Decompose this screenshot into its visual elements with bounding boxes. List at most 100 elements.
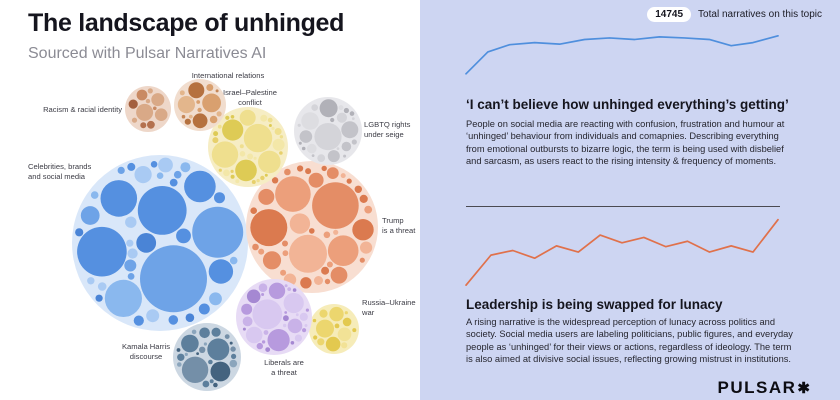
pulsar-logo: PULSAR ✱ bbox=[718, 378, 810, 398]
bubble bbox=[326, 167, 339, 179]
bubble bbox=[87, 277, 95, 285]
bubble bbox=[150, 161, 158, 168]
bubble bbox=[231, 353, 237, 359]
bubble bbox=[136, 233, 157, 253]
bubble bbox=[346, 178, 352, 184]
bubble bbox=[283, 323, 287, 328]
bubble bbox=[341, 342, 348, 349]
bubble bbox=[317, 154, 326, 162]
trend-chart-2 bbox=[466, 212, 778, 289]
bubble bbox=[263, 330, 269, 335]
bubble bbox=[298, 141, 302, 145]
bubble bbox=[239, 151, 246, 157]
bubble bbox=[158, 157, 173, 173]
bubble bbox=[343, 107, 349, 114]
bubble-cluster-russia-ukraine-war[interactable] bbox=[309, 304, 359, 354]
bubble bbox=[235, 179, 240, 184]
narrative-heading-2: Leadership is being swapped for lunacy bbox=[466, 297, 723, 312]
bubble bbox=[146, 309, 160, 323]
bubble bbox=[264, 173, 268, 177]
bubble bbox=[184, 352, 188, 356]
bubble bbox=[287, 318, 303, 334]
bubble bbox=[333, 229, 339, 235]
bubble bbox=[177, 353, 185, 361]
bubble bbox=[359, 257, 365, 263]
trend-line bbox=[466, 36, 778, 74]
bubble bbox=[284, 311, 288, 314]
bubble bbox=[251, 180, 256, 184]
bubble bbox=[188, 114, 193, 119]
bubble-cluster-kamala-harris-discourse[interactable] bbox=[173, 323, 241, 391]
bubble bbox=[275, 176, 311, 212]
bubble bbox=[230, 169, 234, 173]
bubble bbox=[218, 168, 222, 172]
bubble bbox=[261, 293, 265, 296]
bubble bbox=[181, 114, 186, 119]
bubble bbox=[127, 248, 138, 259]
bubble bbox=[313, 335, 318, 340]
bubble bbox=[177, 362, 182, 367]
bubble bbox=[242, 316, 253, 327]
narrative-body-2: A rising narrative is the widespread per… bbox=[466, 317, 793, 365]
bubble-cluster-lgbtq-rights-under-seige[interactable] bbox=[294, 97, 362, 165]
bubble bbox=[280, 269, 287, 276]
bubble bbox=[336, 112, 347, 123]
bubble bbox=[176, 348, 181, 352]
bubble bbox=[211, 327, 221, 337]
bubble bbox=[299, 312, 308, 321]
bubble bbox=[307, 143, 317, 154]
bubble bbox=[268, 124, 272, 127]
bubble bbox=[184, 170, 216, 203]
bubble bbox=[230, 174, 235, 179]
bubble-cluster-celebrities-brands-social-media[interactable] bbox=[72, 155, 248, 331]
bubble bbox=[197, 107, 202, 113]
bubble bbox=[133, 315, 144, 326]
bubble bbox=[343, 154, 347, 158]
bubble-cluster-racism-racial-identity[interactable] bbox=[125, 86, 171, 132]
bubble bbox=[334, 323, 340, 329]
bubble bbox=[229, 341, 233, 345]
bubble bbox=[312, 318, 317, 323]
bubble bbox=[267, 329, 290, 352]
bubble bbox=[252, 299, 283, 330]
bubble bbox=[225, 115, 230, 120]
bubble bbox=[90, 191, 99, 199]
bubble-cluster-israel-palestine-conflict[interactable] bbox=[208, 107, 288, 187]
bubble bbox=[282, 240, 288, 247]
bubble-cluster-label: International relations bbox=[192, 71, 265, 80]
bubble bbox=[300, 277, 312, 289]
bubble bbox=[80, 206, 100, 225]
bubble bbox=[125, 216, 137, 228]
bubble bbox=[176, 228, 191, 244]
bubble bbox=[283, 315, 289, 322]
bubble bbox=[272, 138, 285, 151]
bubble bbox=[147, 120, 155, 129]
bubble bbox=[317, 338, 325, 346]
bubble bbox=[202, 93, 222, 113]
bubble bbox=[75, 228, 84, 237]
bubble bbox=[337, 327, 352, 342]
bubble-cluster-label: is a threat bbox=[382, 226, 416, 235]
bubble bbox=[198, 303, 210, 315]
bubble bbox=[212, 137, 219, 144]
bubble bbox=[301, 112, 319, 130]
trend-line bbox=[466, 220, 778, 285]
bubble-chart-panel: The landscape of unhinged Sourced with P… bbox=[0, 9, 420, 397]
narrative-body-1: People on social media are reacting with… bbox=[466, 119, 785, 167]
bubble bbox=[169, 178, 178, 187]
bubble bbox=[311, 154, 315, 157]
bubble bbox=[250, 209, 288, 247]
bubble bbox=[177, 96, 195, 114]
bubble bbox=[271, 126, 275, 130]
bubble-cluster-international-relations[interactable] bbox=[174, 79, 226, 131]
bubble bbox=[314, 123, 342, 151]
bubble bbox=[311, 104, 319, 111]
bubble-cluster-liberals-are-a-threat[interactable] bbox=[236, 279, 312, 355]
bubble bbox=[352, 328, 357, 333]
bubble bbox=[292, 288, 297, 292]
bubble bbox=[309, 228, 315, 234]
bubble bbox=[126, 239, 134, 247]
bubble bbox=[217, 124, 222, 129]
bubble bbox=[258, 150, 281, 174]
